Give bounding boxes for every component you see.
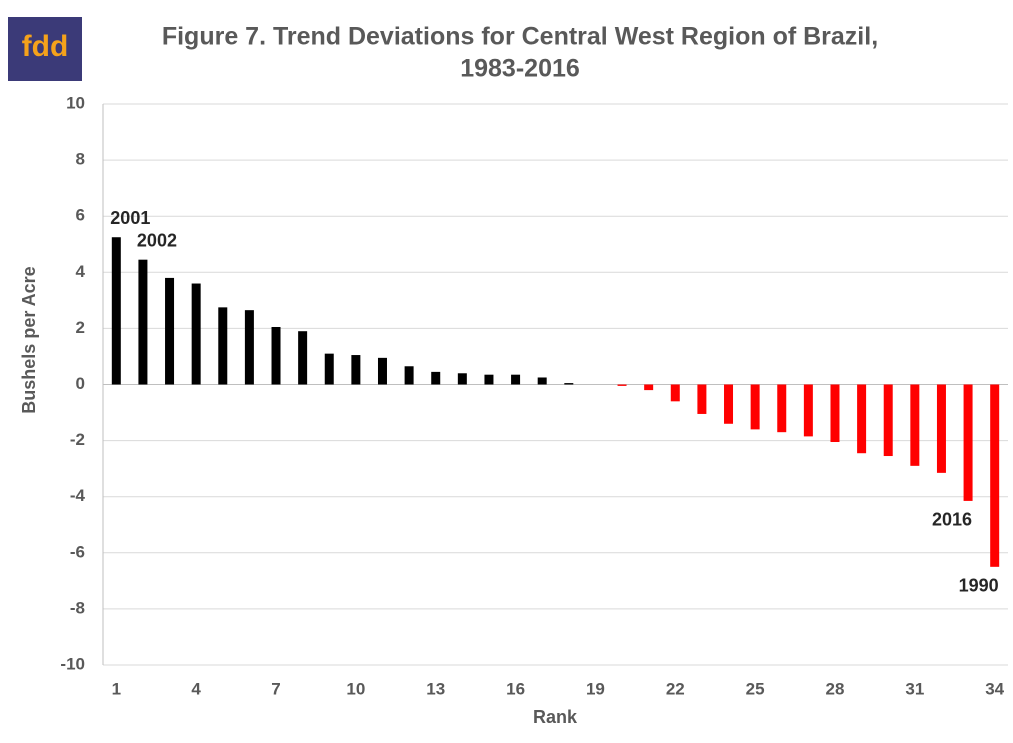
bar [777,384,787,433]
y-tick-label: 0 [76,374,85,393]
x-tick-label: 19 [586,679,605,698]
bar [404,366,414,385]
y-tick-label: -6 [70,542,85,561]
y-tick-label: -10 [60,654,85,673]
bar [218,307,228,385]
y-tick-label: -4 [70,486,86,505]
bar [724,384,734,424]
bar [351,355,361,385]
bar [271,326,281,385]
x-tick-label: 28 [826,679,845,698]
bar [511,374,521,385]
bar [857,384,867,454]
bar [138,259,148,385]
annotation: 2016 [932,510,972,530]
bar [537,377,547,385]
x-tick-label: 31 [905,679,924,698]
chart-title: 1983-2016 [460,55,580,83]
x-tick-label: 22 [666,679,685,698]
x-tick-label: 4 [191,679,201,698]
x-tick-label: 25 [746,679,765,698]
bar [484,374,494,385]
y-axis-label: Bushels per Acre [19,266,39,413]
bar [697,384,707,414]
bar [298,331,308,385]
bar [244,310,254,385]
chart-title: Figure 7. Trend Deviations for Central W… [162,23,878,51]
bar [936,384,946,473]
bar [191,283,201,385]
y-tick-label: 2 [76,318,85,337]
y-tick-label: 8 [76,150,85,169]
x-tick-label: 7 [271,679,280,698]
bar [111,237,121,385]
bar [644,384,654,391]
y-tick-label: 4 [76,262,86,281]
bar [377,357,387,385]
y-tick-label: -2 [70,430,85,449]
bar [564,383,574,385]
x-tick-label: 10 [346,679,365,698]
y-tick-label: 10 [66,93,85,112]
annotation: 2002 [137,230,177,250]
bar [431,371,441,385]
bar [830,384,840,443]
bar [324,353,334,385]
x-axis-label: Rank [533,707,578,727]
y-tick-label: 6 [76,206,85,225]
bar [910,384,920,466]
annotation: 2001 [110,208,150,228]
bar [990,384,1000,567]
bar [165,277,175,385]
x-tick-label: 13 [426,679,445,698]
logo-box [8,17,82,81]
bar [883,384,893,457]
logo: fdd [22,30,69,63]
y-tick-label: -8 [70,598,85,617]
x-tick-label: 16 [506,679,525,698]
bar [617,384,627,386]
x-tick-label: 1 [112,679,121,698]
bar [750,384,760,430]
annotation: 1990 [959,576,999,596]
bar [457,373,467,385]
bar [963,384,973,501]
bar [670,384,680,402]
bar [803,384,813,437]
x-tick-label: 34 [985,679,1004,698]
